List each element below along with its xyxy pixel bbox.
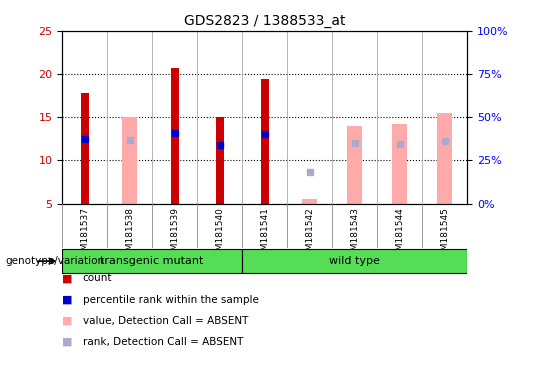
- Bar: [122, 117, 138, 204]
- Text: GSM181541: GSM181541: [260, 207, 269, 262]
- Text: ■: ■: [62, 295, 72, 305]
- Bar: [62, 249, 242, 273]
- Text: value, Detection Call = ABSENT: value, Detection Call = ABSENT: [83, 316, 248, 326]
- Bar: [80, 93, 89, 204]
- Text: rank, Detection Call = ABSENT: rank, Detection Call = ABSENT: [83, 337, 243, 347]
- Text: count: count: [83, 273, 112, 283]
- Bar: [347, 126, 362, 204]
- Text: ■: ■: [62, 337, 72, 347]
- Title: GDS2823 / 1388533_at: GDS2823 / 1388533_at: [184, 14, 346, 28]
- Text: ■: ■: [62, 273, 72, 283]
- Text: GSM181542: GSM181542: [305, 207, 314, 262]
- Bar: [302, 199, 318, 204]
- Bar: [171, 68, 179, 204]
- Text: genotype/variation: genotype/variation: [5, 256, 105, 266]
- Text: transgenic mutant: transgenic mutant: [100, 256, 204, 266]
- Text: GSM181543: GSM181543: [350, 207, 359, 262]
- Text: wild type: wild type: [329, 256, 380, 266]
- Bar: [215, 117, 224, 204]
- Text: GSM181539: GSM181539: [170, 207, 179, 262]
- Text: ■: ■: [62, 316, 72, 326]
- Bar: [242, 249, 467, 273]
- Text: GSM181544: GSM181544: [395, 207, 404, 262]
- Bar: [437, 113, 453, 204]
- Text: GSM181537: GSM181537: [80, 207, 89, 262]
- Text: percentile rank within the sample: percentile rank within the sample: [83, 295, 259, 305]
- Text: GSM181545: GSM181545: [440, 207, 449, 262]
- Text: GSM181540: GSM181540: [215, 207, 224, 262]
- Bar: [392, 124, 408, 204]
- Text: GSM181538: GSM181538: [125, 207, 134, 262]
- Bar: [261, 79, 268, 204]
